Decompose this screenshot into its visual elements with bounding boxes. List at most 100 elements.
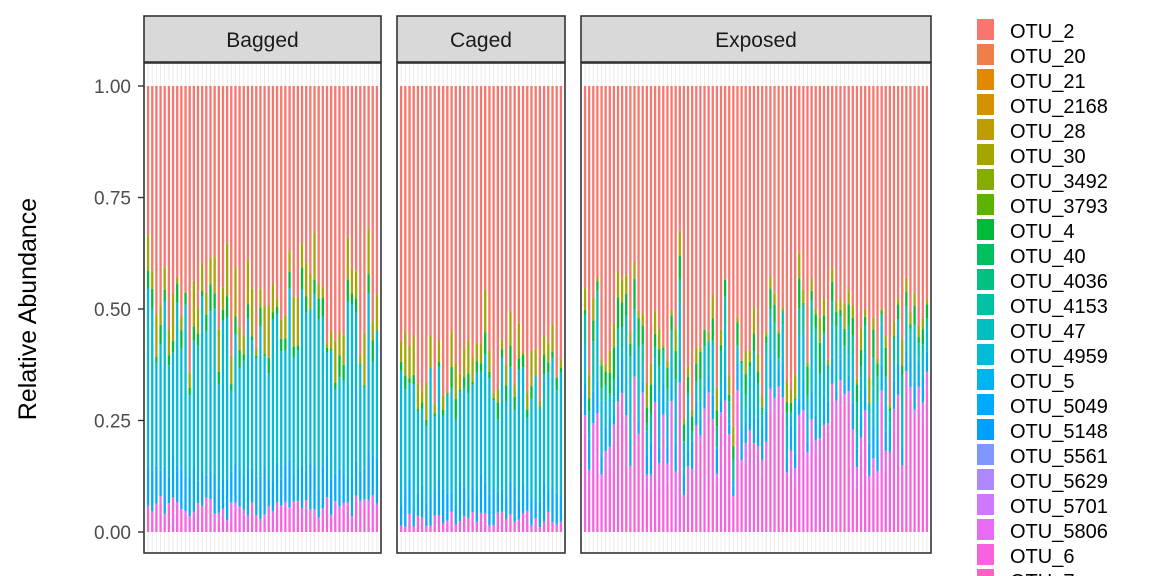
bar-segment-otu-2 [408,86,411,346]
bar-segment-otu-6 [752,443,756,532]
bar-segment-otu-5806 [728,433,731,437]
bar-segment-otu-4153 [826,366,830,371]
bar-segment-otu-2 [806,86,809,363]
facet-caged: Caged [396,15,566,554]
bar-segment-otu-2 [905,86,908,278]
bar-segment-otu-4 [538,407,542,409]
bar-segment-otu-30 [913,293,916,306]
bar-segment-otu-6 [748,451,751,532]
bar-bagged-41 [313,86,316,532]
bar-segment-otu-4 [633,279,636,310]
bar-segment-otu-5806 [835,400,838,416]
bar-segment-otu-2 [263,86,266,306]
bar-segment-otu-4959 [715,447,719,449]
bar-segment-otu-5049 [375,457,379,504]
bar-segment-otu-4959 [259,326,262,477]
bar-segment-otu-5049 [184,477,187,511]
bar-segment-otu-4959 [835,349,838,391]
bar-segment-otu-2 [184,86,187,292]
bar-segment-otu-2 [192,86,195,281]
bar-segment-otu-5049 [217,488,220,513]
bar-segment-otu-4 [408,378,411,384]
facet-exposed: Exposed [580,15,932,554]
bar-segment-otu-30 [338,332,341,356]
bar-segment-otu-5049 [732,485,735,496]
bar-segment-otu-30 [917,325,920,338]
bar-segment-otu-30 [259,288,262,308]
bar-segment-otu-30 [744,351,747,375]
bar-segment-otu-5806 [859,437,863,455]
bar-segment-otu-4 [826,365,830,367]
bar-segment-otu-30 [408,345,411,379]
bar-segment-otu-30 [321,287,324,298]
bar-segment-otu-4153 [678,279,681,304]
bar-segment-otu-2 [313,86,316,233]
bar-segment-otu-5049 [826,401,830,424]
bar-segment-otu-30 [284,315,287,339]
bar-segment-otu-5806 [159,496,162,504]
bar-segment-otu-30 [463,348,466,378]
bar-segment-otu-30 [155,314,158,358]
legend-label: OTU_20 [1010,46,1086,68]
bar-segment-otu-4959 [151,308,154,471]
bar-bagged-24 [242,86,245,532]
bar-segment-otu-5049 [909,357,912,387]
bar-segment-otu-6 [163,516,166,532]
bar-exposed-31 [707,86,710,532]
bar-segment-otu-5049 [781,363,784,398]
bar-segment-otu-4959 [608,397,611,419]
bar-bagged-17 [213,86,216,532]
bar-segment-otu-30 [761,395,764,408]
bar-segment-otu-30 [346,236,349,280]
bar-bagged-48 [342,86,345,532]
bar-segment-otu-5049 [250,467,254,503]
bar-bagged-7 [171,86,175,532]
bar-segment-otu-4959 [559,372,563,498]
bar-caged-9 [433,86,436,532]
bar-segment-otu-30 [542,335,546,355]
bar-segment-otu-5806 [637,433,640,445]
bar-segment-otu-4153 [802,304,805,333]
bar-segment-otu-4959 [475,371,478,494]
bar-exposed-44 [761,86,764,532]
bar-segment-otu-4959 [814,355,817,416]
bar-segment-otu-4959 [458,391,462,482]
bar-segment-otu-4959 [868,411,871,443]
bar-segment-otu-30 [471,357,474,382]
bar-segment-otu-5049 [855,448,859,468]
bar-segment-otu-30 [159,305,162,325]
bar-segment-otu-5049 [859,413,863,438]
bar-segment-otu-4959 [371,361,374,456]
bar-segment-otu-2 [843,86,846,305]
bar-segment-otu-5806 [880,390,883,401]
bar-segment-otu-2 [342,86,345,336]
bar-segment-otu-5049 [399,504,403,526]
bar-segment-otu-2 [255,86,258,349]
bar-segment-otu-2 [433,86,436,405]
bar-segment-otu-30 [246,260,250,305]
bar-segment-otu-4959 [192,340,195,469]
bar-bagged-12 [192,86,195,532]
bar-segment-otu-2 [467,86,470,340]
bar-segment-otu-4 [723,280,727,297]
bar-exposed-46 [769,86,772,532]
bar-bagged-35 [288,86,291,532]
bar-segment-otu-4 [604,371,607,385]
bar-segment-otu-2 [547,86,550,343]
bar-segment-otu-30 [695,347,698,364]
bar-segment-otu-5049 [530,499,533,526]
bar-segment-otu-2 [371,86,374,322]
bar-bagged-16 [209,86,212,532]
bar-segment-otu-2 [633,86,636,263]
bar-segment-otu-5806 [342,503,345,509]
bar-bagged-22 [234,86,237,532]
bar-segment-otu-4153 [859,366,863,378]
bar-segment-otu-5806 [325,497,329,505]
bar-caged-16 [463,86,466,532]
bar-segment-otu-4153 [769,308,772,318]
bar-segment-otu-5806 [608,446,611,468]
bar-segment-otu-6 [367,505,370,532]
bar-segment-otu-2 [221,86,225,287]
bar-segment-otu-4 [625,293,628,316]
bar-segment-otu-4959 [496,419,499,492]
